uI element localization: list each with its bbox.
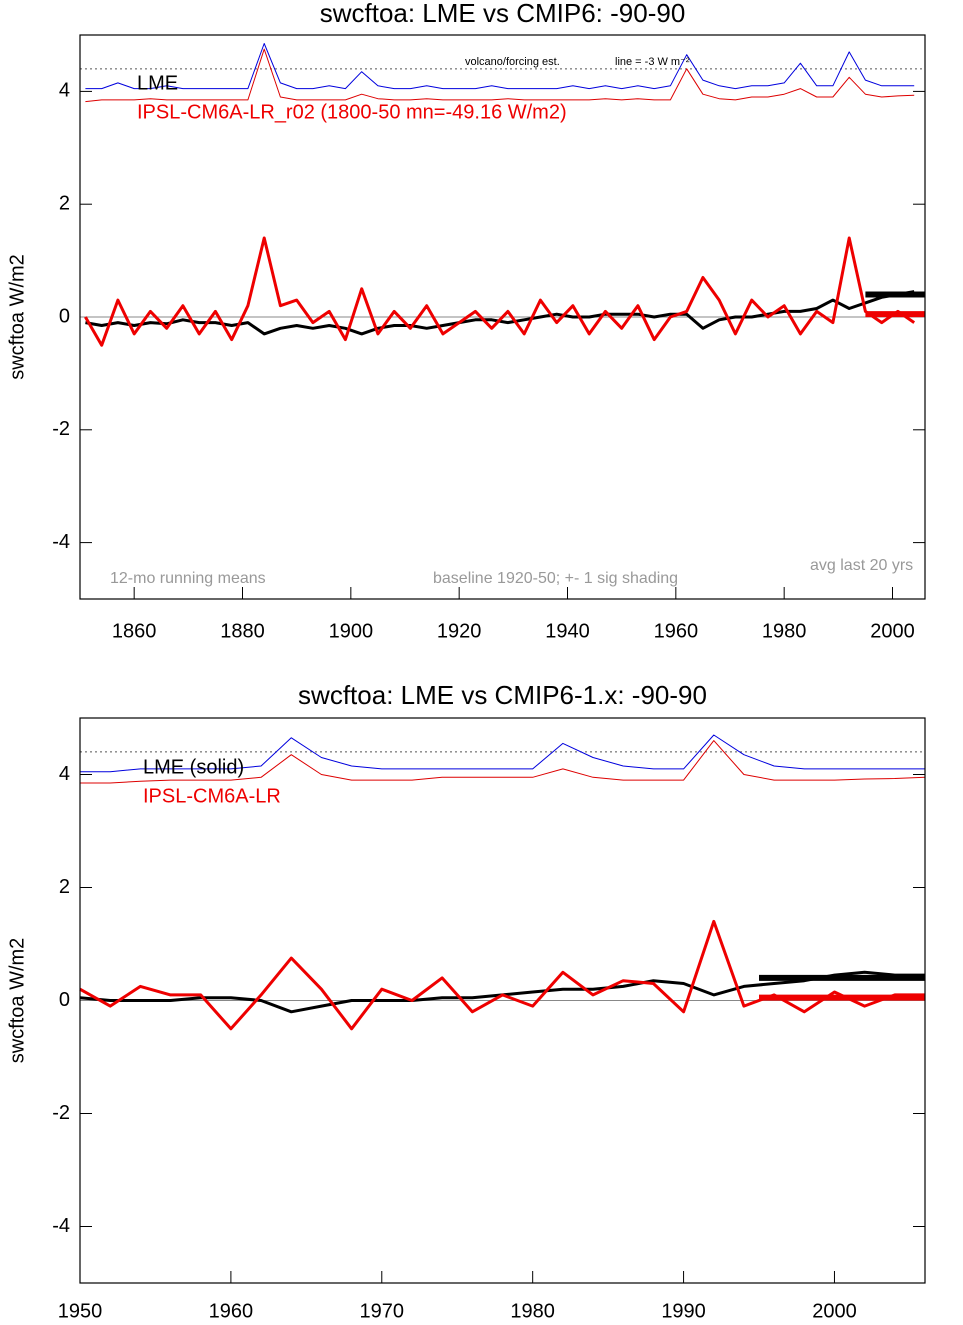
chart-title: swcftoa: LME vs CMIP6: -90-90 xyxy=(320,0,686,28)
x-tick-label: 2000 xyxy=(870,620,915,642)
chart-title: swcftoa: LME vs CMIP6-1.x: -90-90 xyxy=(298,680,707,710)
y-tick-label: -4 xyxy=(52,531,70,553)
y-tick-label: 4 xyxy=(59,80,70,102)
x-tick-label: 1960 xyxy=(654,620,699,642)
x-tick-label: 1920 xyxy=(437,620,482,642)
x-tick-label: 1980 xyxy=(762,620,807,642)
forcing-line xyxy=(85,48,915,103)
y-tick-label: -2 xyxy=(52,1102,70,1124)
y-tick-label: -4 xyxy=(52,1215,70,1237)
plot-frame xyxy=(79,34,926,600)
x-tick-label: 2000 xyxy=(812,1300,857,1322)
x-tick-label: 1980 xyxy=(510,1300,555,1322)
legend-label: LME xyxy=(137,72,178,94)
y-tick-label: 2 xyxy=(59,192,70,214)
annotation: line = -3 W m⁻² xyxy=(615,56,690,68)
y-tick-label: 4 xyxy=(59,763,70,785)
legend-label: LME (solid) xyxy=(143,756,244,778)
x-tick-label: 1990 xyxy=(661,1300,706,1322)
y-tick-label: 0 xyxy=(59,989,70,1011)
forcing-line xyxy=(80,734,925,773)
x-tick-label: 1950 xyxy=(58,1300,103,1322)
y-axis-label: swcftoa W/m2 xyxy=(6,938,28,1064)
plot-frame xyxy=(79,717,926,1284)
annotation: baseline 1920-50; +- 1 sig shading xyxy=(433,570,678,587)
annotation: 12-mo running means xyxy=(110,570,266,587)
series-line xyxy=(84,236,916,347)
x-tick-label: 1860 xyxy=(112,620,157,642)
y-axis-label: swcftoa W/m2 xyxy=(6,254,28,380)
y-tick-label: 2 xyxy=(59,876,70,898)
legend-label: IPSL-CM6A-LR_r02 (1800-50 mn=-49.16 W/m2… xyxy=(137,101,567,123)
y-tick-label: 0 xyxy=(59,305,70,327)
x-tick-label: 1880 xyxy=(220,620,265,642)
forcing-line xyxy=(85,43,915,90)
x-tick-label: 1940 xyxy=(545,620,590,642)
x-tick-label: 1960 xyxy=(209,1300,254,1322)
y-tick-label: -2 xyxy=(52,418,70,440)
annotation: volcano/forcing est. xyxy=(465,56,560,68)
forcing-line xyxy=(80,740,926,784)
legend-label: IPSL-CM6A-LR xyxy=(143,785,281,807)
x-tick-label: 1900 xyxy=(329,620,374,642)
annotation: avg last 20 yrs xyxy=(810,557,913,574)
x-tick-label: 1970 xyxy=(360,1300,405,1322)
